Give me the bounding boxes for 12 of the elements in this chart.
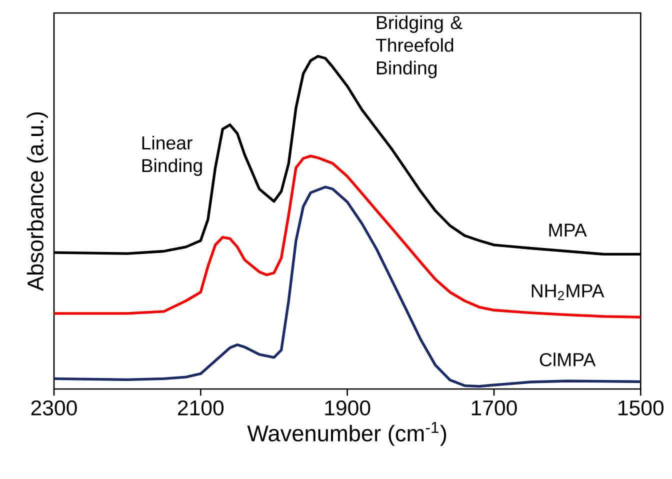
x-tick-label: 2300: [31, 400, 77, 416]
series-label: ClMPA: [540, 352, 596, 366]
x-tick-label: 1900: [325, 400, 370, 416]
x-tick-label: 1700: [472, 400, 517, 416]
series-label: NH$_{2}$MPA: [532, 284, 604, 300]
x-tick-label: 1500: [618, 400, 664, 416]
series-label: MPA: [549, 224, 587, 237]
x-axis-title: Wavenumber (cm$^{-1}$): [247, 422, 446, 446]
x-tick-label: 2100: [178, 400, 224, 416]
annotation: Linear Binding: [142, 136, 202, 176]
y-axis-title: Absorbance (a.u.): [26, 112, 48, 292]
annotation: Bridging & Threefold Binding: [376, 15, 462, 78]
